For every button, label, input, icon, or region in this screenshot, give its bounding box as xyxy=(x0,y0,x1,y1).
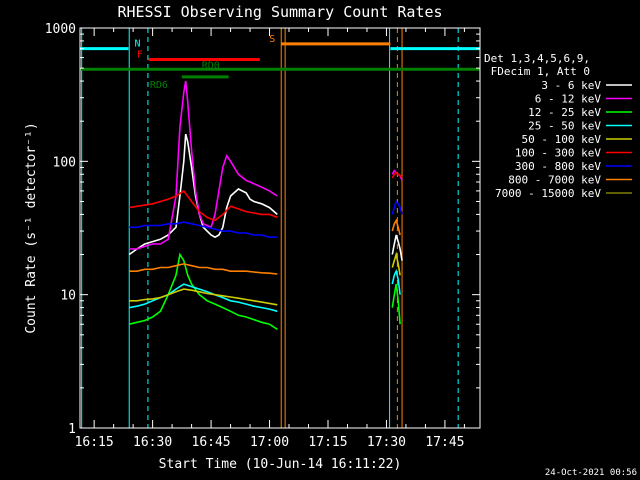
flag-label-s: S xyxy=(269,34,275,45)
legend-header: FDecim 1, Att 0 xyxy=(491,65,590,78)
legend-entry-4: 50 - 100 keV xyxy=(522,133,602,146)
x-axis-label: Start Time (10-Jun-14 16:11:22) xyxy=(159,457,402,472)
y-tick-label: 100 xyxy=(53,155,76,170)
series-line-6-1 xyxy=(391,199,403,215)
plot-frame xyxy=(79,27,481,429)
series-line-3-0 xyxy=(129,283,278,313)
x-tick-label: 17:45 xyxy=(425,435,464,450)
flag-label-rd6: RD6 xyxy=(150,80,168,91)
x-tick-label: 17:30 xyxy=(367,435,406,450)
series-line-0-0 xyxy=(128,133,278,256)
legend-entry-2: 12 - 25 keV xyxy=(528,106,601,119)
plot-area: N S F RD0 RD6 xyxy=(80,28,480,428)
legend-entry-3: 25 - 50 keV xyxy=(528,120,601,133)
axes: 16:15 16:30 16:45 17:00 17:15 17:30 17:45 1 10 10… xyxy=(45,22,480,450)
flag-label-n: N xyxy=(134,39,140,50)
x-tick-label: 16:15 xyxy=(75,435,114,450)
flag-label-rd0: RD0 xyxy=(202,60,220,71)
x-tick-label: 17:15 xyxy=(308,435,347,450)
legend-entry-8: 7000 - 15000 keV xyxy=(495,187,601,200)
series-line-7-1 xyxy=(391,218,401,236)
legend-entry-5: 100 - 300 keV xyxy=(515,147,601,160)
y-tick-label: 1 xyxy=(68,422,76,437)
series-line-0-1 xyxy=(391,234,403,261)
legend: Det 1,3,4,5,6,9,FDecim 1, Att 03 - 6 keV… xyxy=(484,52,632,200)
x-tick-label: 17:00 xyxy=(250,435,289,450)
y-axis-label: Count Rate (s⁻¹ detector⁻¹) xyxy=(24,122,39,333)
footer-timestamp: 24-Oct-2021 00:56 xyxy=(545,468,637,478)
series-line-4-0 xyxy=(129,288,278,306)
series-line-7-0 xyxy=(129,263,278,275)
series-line-5-1 xyxy=(391,171,403,179)
series-line-3-1 xyxy=(391,268,401,295)
series-line-4-1 xyxy=(391,251,401,276)
legend-header: Det 1,3,4,5,6,9, xyxy=(484,52,590,65)
series-line-6-0 xyxy=(129,221,278,238)
chart-title: RHESSI Observing Summary Count Rates xyxy=(117,3,442,21)
legend-entry-6: 300 - 800 keV xyxy=(515,160,601,173)
legend-entry-7: 800 - 7000 keV xyxy=(508,174,601,187)
series-line-5-0 xyxy=(129,189,278,222)
legend-entry-0: 3 - 6 keV xyxy=(541,79,601,92)
y-tick-label: 1000 xyxy=(45,22,76,37)
x-tick-label: 16:45 xyxy=(192,435,231,450)
series-line-2-1 xyxy=(391,283,401,325)
flag-label-f: F xyxy=(137,50,143,61)
series-line-1-0 xyxy=(129,80,278,250)
y-tick-label: 10 xyxy=(60,289,76,304)
legend-entry-1: 6 - 12 keV xyxy=(535,93,602,106)
series-line-2-0 xyxy=(129,252,278,330)
x-tick-label: 16:30 xyxy=(133,435,172,450)
